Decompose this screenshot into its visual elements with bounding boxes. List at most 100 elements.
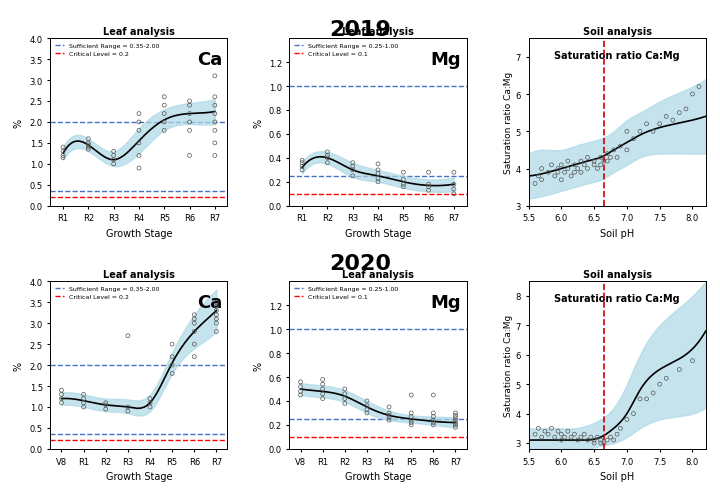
- Point: [601, 150, 613, 158]
- Point: [100, 401, 112, 409]
- Point: [582, 165, 593, 173]
- Point: [189, 341, 200, 348]
- Point: [184, 127, 195, 135]
- Point: [383, 416, 395, 424]
- Point: [122, 403, 134, 411]
- Point: [108, 161, 120, 168]
- Point: [423, 169, 434, 177]
- Point: [397, 169, 409, 177]
- Point: [339, 386, 351, 393]
- Point: [575, 169, 587, 177]
- Point: [680, 106, 692, 114]
- Point: [660, 375, 672, 383]
- Point: [405, 421, 417, 429]
- Point: [634, 395, 646, 403]
- Point: [297, 157, 308, 165]
- Point: [317, 386, 328, 393]
- Point: [317, 376, 328, 384]
- Point: [297, 166, 308, 174]
- Point: [166, 341, 178, 348]
- Point: [660, 113, 672, 121]
- Point: [428, 409, 439, 417]
- Point: [605, 433, 616, 441]
- Point: [211, 307, 222, 315]
- Point: [562, 158, 574, 165]
- Point: [339, 400, 351, 407]
- Point: [621, 416, 633, 424]
- Point: [450, 414, 462, 422]
- Point: [687, 91, 698, 99]
- Point: [549, 173, 560, 181]
- Point: [397, 181, 409, 189]
- Point: [641, 395, 652, 403]
- Point: [559, 433, 570, 441]
- Point: [693, 83, 705, 91]
- Point: [189, 311, 200, 319]
- Point: [448, 181, 459, 189]
- Text: Ca: Ca: [197, 51, 222, 69]
- Point: [184, 110, 195, 118]
- X-axis label: Soil pH: Soil pH: [600, 228, 634, 239]
- Legend: Sufficient Range = 0.35-2.00, Critical Level = 0.2: Sufficient Range = 0.35-2.00, Critical L…: [53, 41, 162, 60]
- Point: [542, 430, 554, 438]
- Point: [546, 425, 557, 432]
- Point: [595, 162, 606, 169]
- Y-axis label: %: %: [253, 361, 263, 370]
- Point: [598, 158, 610, 165]
- Point: [572, 165, 583, 173]
- Point: [569, 430, 580, 438]
- Point: [654, 381, 665, 388]
- Point: [628, 410, 639, 418]
- Point: [615, 425, 626, 432]
- Point: [542, 169, 554, 177]
- Point: [184, 102, 195, 110]
- Title: Soil analysis: Soil analysis: [582, 27, 652, 37]
- Point: [575, 158, 587, 165]
- Point: [448, 186, 459, 194]
- Point: [294, 387, 306, 395]
- Point: [428, 421, 439, 429]
- Point: [166, 370, 178, 378]
- Point: [647, 389, 659, 397]
- Point: [347, 160, 359, 167]
- Point: [211, 299, 222, 306]
- Point: [211, 303, 222, 311]
- Point: [674, 109, 685, 117]
- Point: [578, 430, 590, 438]
- Point: [539, 427, 551, 435]
- Point: [450, 409, 462, 417]
- Point: [578, 162, 590, 169]
- Point: [158, 119, 170, 126]
- Point: [601, 436, 613, 444]
- Point: [189, 328, 200, 336]
- Point: [211, 315, 222, 323]
- Point: [628, 136, 639, 143]
- Point: [372, 161, 384, 168]
- Point: [322, 155, 333, 163]
- Point: [372, 166, 384, 174]
- Point: [448, 190, 459, 198]
- Y-axis label: %: %: [14, 118, 24, 127]
- Point: [322, 149, 333, 157]
- Point: [317, 381, 328, 388]
- Text: Ca: Ca: [197, 293, 222, 311]
- Point: [122, 332, 134, 340]
- Point: [588, 162, 600, 169]
- Point: [55, 386, 67, 394]
- Point: [405, 391, 417, 399]
- Point: [667, 117, 678, 125]
- Point: [565, 173, 577, 181]
- Point: [448, 169, 459, 177]
- Point: [687, 357, 698, 365]
- Point: [297, 160, 308, 167]
- Point: [78, 399, 89, 407]
- Y-axis label: %: %: [14, 361, 24, 370]
- Title: Leaf analysis: Leaf analysis: [342, 27, 414, 37]
- Point: [361, 397, 373, 405]
- Point: [450, 411, 462, 419]
- Point: [556, 436, 567, 444]
- Point: [529, 430, 541, 438]
- Point: [598, 439, 610, 447]
- Point: [58, 154, 69, 162]
- Point: [383, 409, 395, 417]
